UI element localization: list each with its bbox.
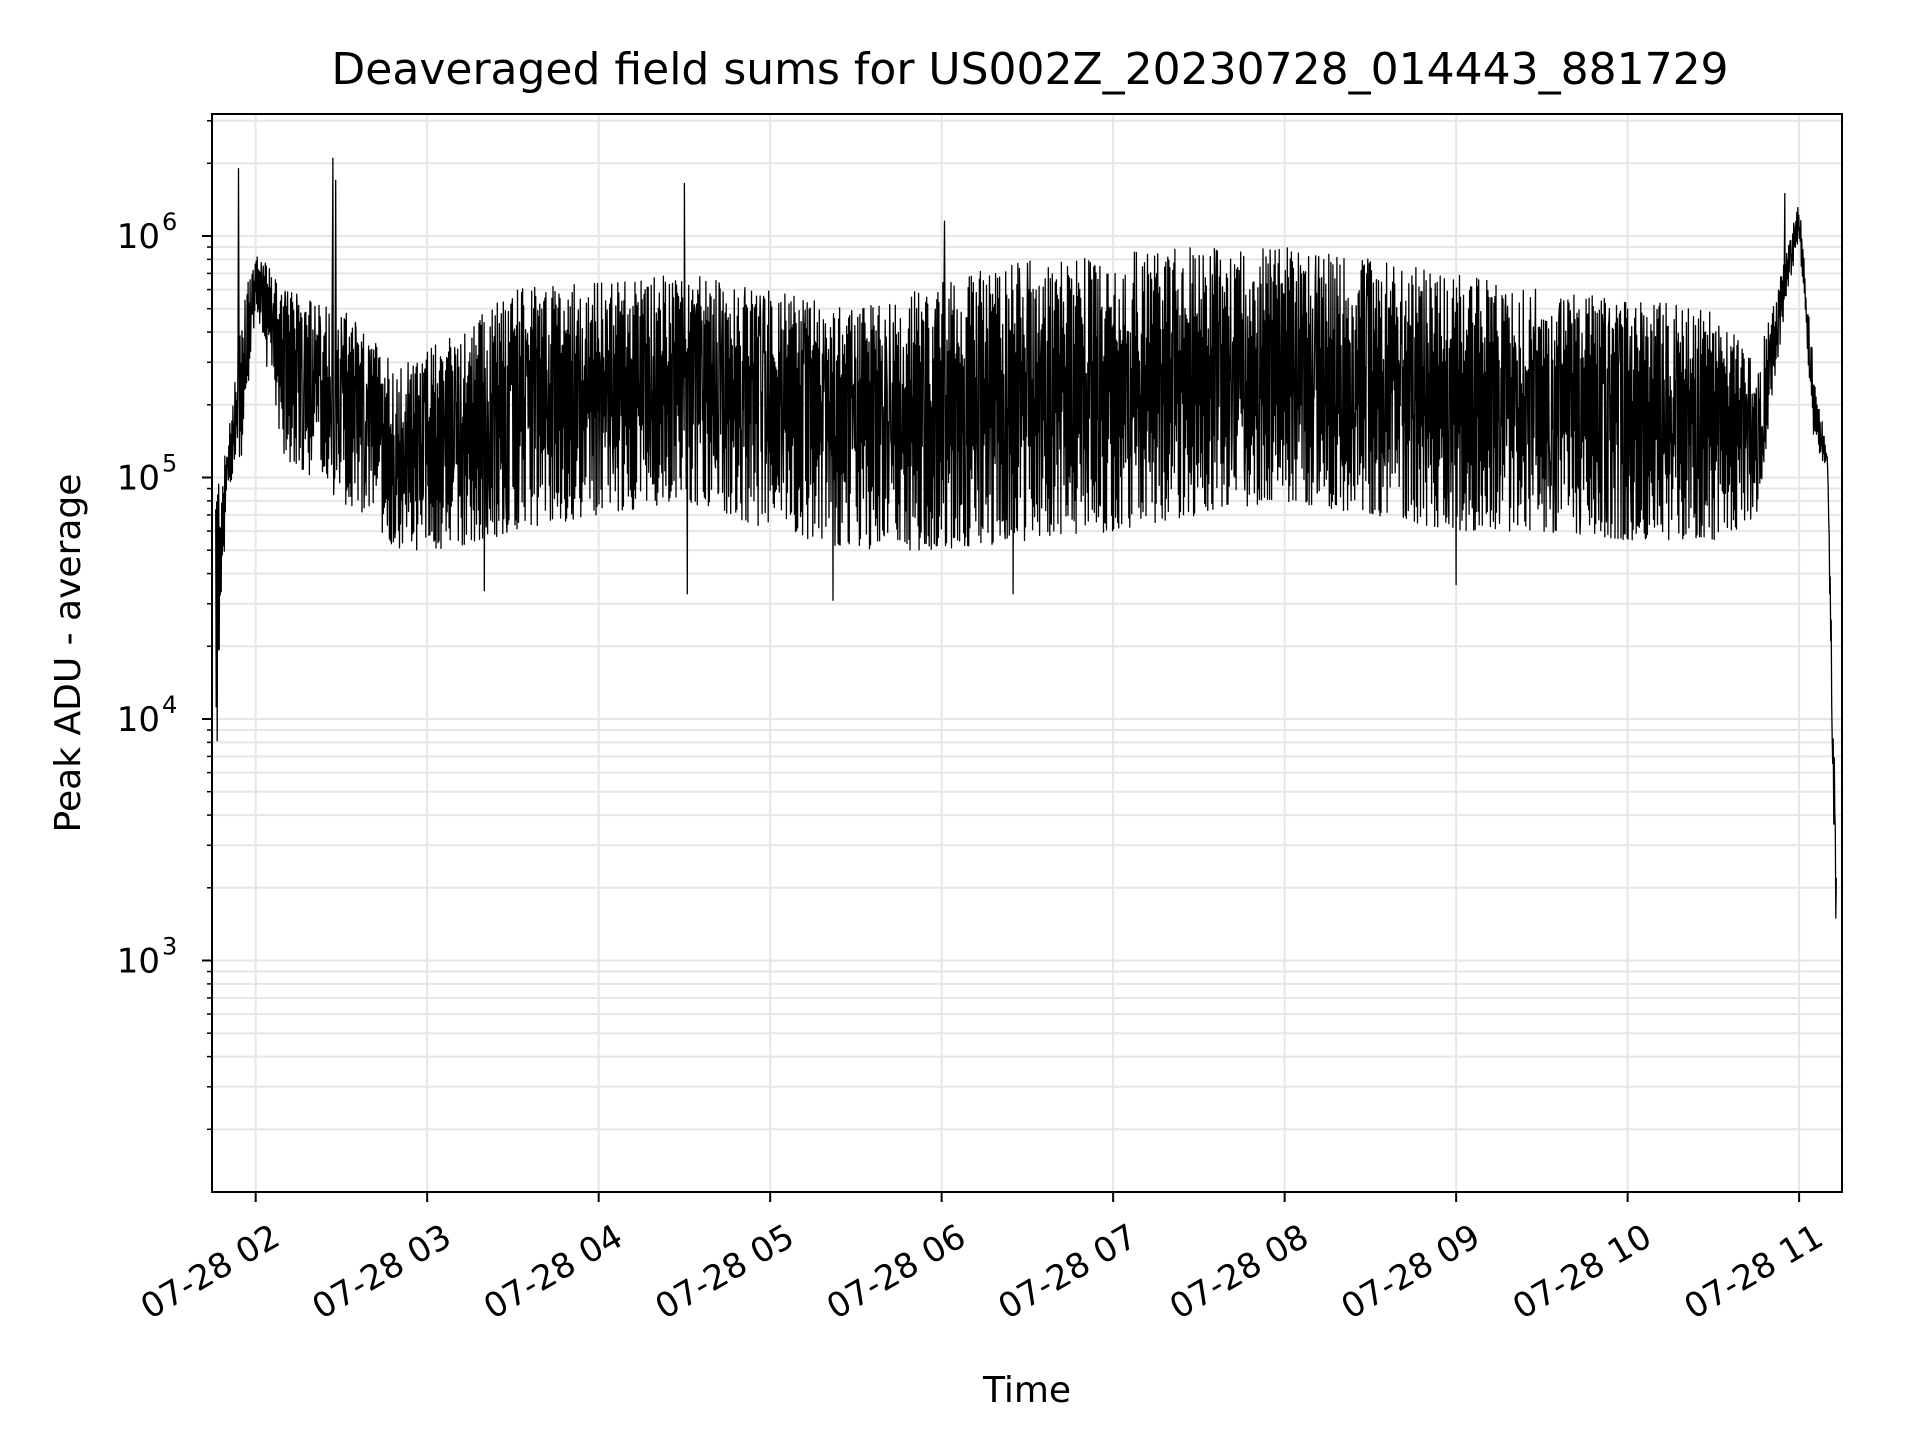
chart-title: Deaveraged field sums for US002Z_2023072… [331, 44, 1728, 95]
y-tick-exponent: 6 [162, 208, 177, 236]
x-axis-label: Time [982, 1370, 1071, 1411]
y-axis-label: Peak ADU - average [48, 474, 89, 833]
y-tick-exponent: 5 [162, 449, 177, 477]
y-tick-exponent: 4 [162, 691, 177, 719]
plot-frame [211, 113, 1843, 1193]
series-line [215, 157, 1837, 919]
y-tick-label: 10 [117, 700, 160, 740]
y-tick-exponent: 3 [162, 932, 177, 960]
grid-lines [212, 114, 1842, 1192]
y-tick-label: 10 [117, 458, 160, 498]
series-path [215, 157, 1837, 919]
y-tick-label: 10 [117, 941, 160, 981]
y-tick-label: 10 [117, 217, 160, 257]
